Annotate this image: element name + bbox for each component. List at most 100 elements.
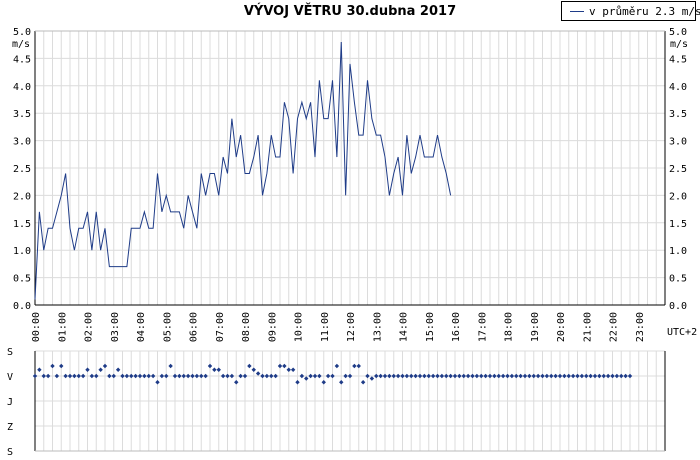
direction-point <box>229 373 235 379</box>
direction-point <box>422 373 427 379</box>
direction-point <box>588 373 593 379</box>
x-tick-label: 02:00 <box>84 312 95 342</box>
direction-point <box>426 373 431 379</box>
direction-point <box>334 363 340 369</box>
x-tick-label: 17:00 <box>477 312 488 342</box>
direction-point <box>435 373 440 379</box>
direction-point <box>299 373 305 379</box>
direction-point <box>540 373 545 379</box>
direction-point <box>37 367 42 372</box>
direction-point <box>382 373 388 379</box>
direction-point <box>343 373 348 379</box>
direction-point <box>242 373 248 379</box>
direction-point <box>277 363 283 369</box>
direction-point <box>120 373 125 379</box>
direction-point <box>177 373 182 379</box>
direction-point <box>522 373 528 379</box>
direction-point <box>54 373 60 379</box>
direction-point <box>260 373 265 379</box>
direction-point <box>601 373 606 379</box>
direction-point <box>614 373 620 379</box>
y-tick-label-left: 2.5 <box>13 164 31 175</box>
direction-point <box>448 373 453 379</box>
direction-point <box>76 373 81 379</box>
y-tick-label-right: 0.0 <box>669 301 687 312</box>
x-tick-label: 23:00 <box>635 312 646 342</box>
direction-point <box>129 373 134 379</box>
direction-point <box>409 373 414 379</box>
chart-title: VÝVOJ VĚTRU 30.dubna 2017 <box>243 4 457 19</box>
direction-point <box>164 373 169 379</box>
direction-point <box>282 363 287 369</box>
direction-point <box>190 373 195 379</box>
direction-point <box>592 373 598 379</box>
direction-point <box>32 373 38 379</box>
direction-point <box>369 376 375 381</box>
x-tick-label: 07:00 <box>215 312 226 342</box>
y-tick-label-right: 3.5 <box>669 109 687 120</box>
direction-point <box>527 373 532 379</box>
direction-point <box>137 373 143 379</box>
direction-point <box>531 373 536 379</box>
direction-point <box>391 373 396 379</box>
direction-point <box>115 367 121 372</box>
direction-point <box>505 373 510 379</box>
direction-point <box>216 367 221 372</box>
direction-point <box>474 373 480 379</box>
x-tick-label: 06:00 <box>189 312 200 342</box>
x-tick-label: 14:00 <box>399 312 410 342</box>
y-axis-unit-left: m/s <box>12 39 30 50</box>
direction-point <box>251 367 256 372</box>
x-tick-label: 13:00 <box>372 312 383 342</box>
direction-point <box>63 373 68 379</box>
direction-point <box>330 373 335 379</box>
direction-point <box>304 376 309 381</box>
direction-point <box>535 373 541 379</box>
x-tick-label: 10:00 <box>294 312 305 342</box>
direction-point <box>199 373 204 379</box>
y-tick-label-right: 2.5 <box>669 164 687 175</box>
direction-point <box>623 373 628 379</box>
direction-point <box>347 373 353 379</box>
x-tick-label: 11:00 <box>320 312 331 342</box>
direction-point <box>557 373 563 379</box>
direction-point <box>619 373 624 379</box>
direction-point <box>269 373 274 379</box>
direction-point <box>417 373 423 379</box>
direction-point <box>400 373 405 379</box>
direction-point <box>247 363 252 369</box>
x-tick-label: 08:00 <box>241 312 252 342</box>
direction-point <box>496 373 501 379</box>
x-tick-label: 01:00 <box>57 312 68 342</box>
y-tick-label-right: 5.0 <box>669 27 687 38</box>
direction-tick-label: S <box>7 447 13 458</box>
direction-point <box>544 373 550 379</box>
y-tick-label-right: 3.0 <box>669 137 687 148</box>
direction-point <box>203 373 208 379</box>
main-plot-area <box>35 31 665 305</box>
x-tick-label: 18:00 <box>504 312 515 342</box>
x-tick-label: 12:00 <box>346 312 357 342</box>
direction-point <box>500 373 506 379</box>
direction-point <box>80 373 86 379</box>
direction-point <box>465 373 471 379</box>
direction-point <box>461 373 466 379</box>
direction-point <box>133 373 138 379</box>
direction-point <box>549 373 554 379</box>
x-tick-label: 15:00 <box>425 312 436 342</box>
x-tick-label: 00:00 <box>31 312 42 342</box>
direction-point <box>404 373 410 379</box>
direction-point <box>194 373 200 379</box>
direction-point <box>444 373 449 379</box>
legend-label: v průměru 2.3 m/s <box>589 5 700 18</box>
direction-point <box>264 373 270 379</box>
x-tick-label: 05:00 <box>162 312 173 342</box>
direction-point <box>98 367 103 372</box>
direction-tick-label: J <box>7 397 13 408</box>
y-tick-label-left: 5.0 <box>13 27 31 38</box>
y-tick-label-right: 4.5 <box>669 54 687 65</box>
direction-point <box>339 380 344 385</box>
direction-point <box>212 367 217 372</box>
y-tick-label-right: 4.0 <box>669 82 687 93</box>
